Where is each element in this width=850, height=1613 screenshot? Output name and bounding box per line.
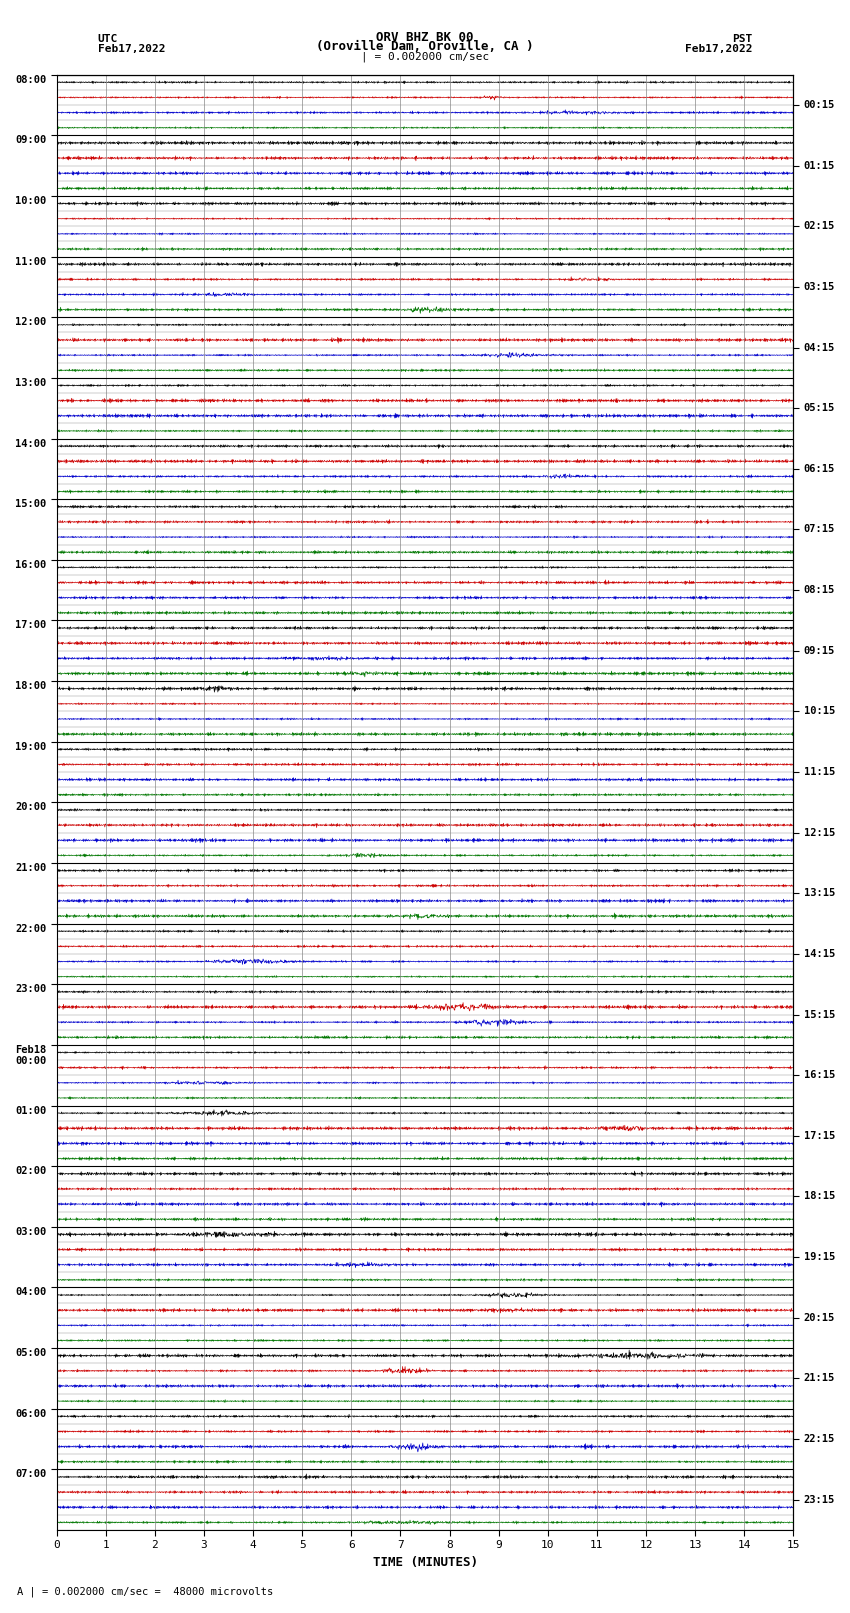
X-axis label: TIME (MINUTES): TIME (MINUTES): [372, 1557, 478, 1569]
Text: | = 0.002000 cm/sec: | = 0.002000 cm/sec: [361, 52, 489, 63]
Text: (Oroville Dam, Oroville, CA ): (Oroville Dam, Oroville, CA ): [316, 40, 534, 53]
Text: PST: PST: [732, 34, 752, 44]
Text: Feb17,2022: Feb17,2022: [98, 44, 165, 53]
Text: A | = 0.002000 cm/sec =  48000 microvolts: A | = 0.002000 cm/sec = 48000 microvolts: [17, 1586, 273, 1597]
Text: Feb17,2022: Feb17,2022: [685, 44, 752, 53]
Text: UTC: UTC: [98, 34, 118, 44]
Text: ORV BHZ BK 00: ORV BHZ BK 00: [377, 31, 473, 44]
